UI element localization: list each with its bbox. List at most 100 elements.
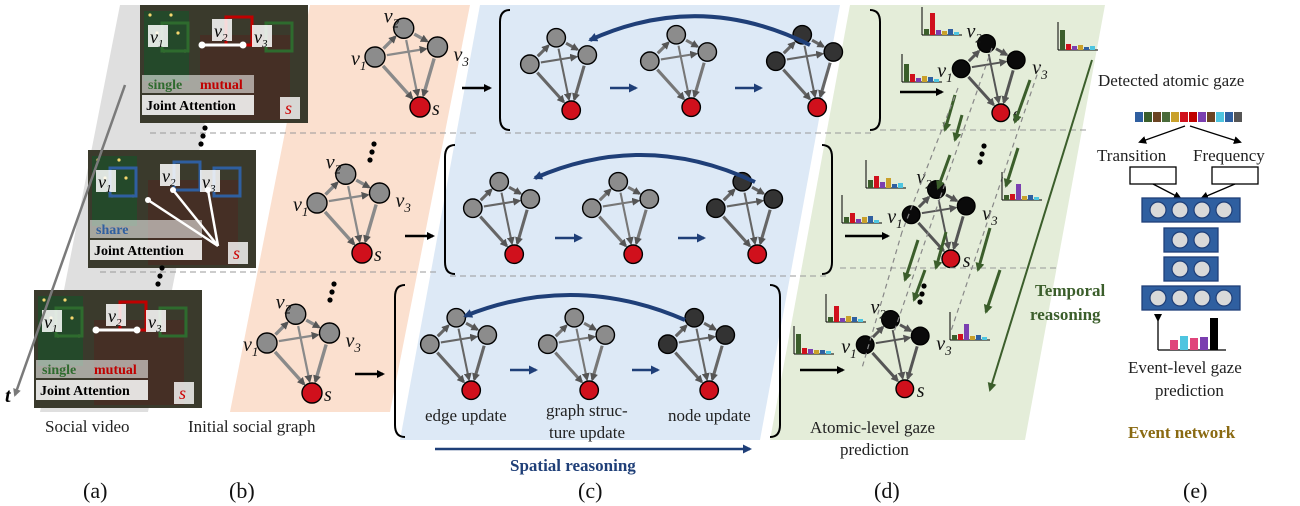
graph-edge — [540, 53, 579, 64]
gaze-histogram — [901, 54, 942, 83]
panel-d-caption-2: prediction — [840, 440, 909, 459]
social-graph — [705, 171, 784, 265]
graph-edge — [386, 45, 428, 57]
graph-edge — [421, 58, 436, 98]
gaze-tag: share — [96, 223, 128, 238]
special-node — [807, 97, 828, 118]
graph-edge — [722, 215, 752, 248]
person-node — [426, 36, 449, 58]
graph-edge — [554, 324, 568, 338]
event-tag: Joint Attention — [146, 99, 236, 114]
special-node-label: s — [179, 383, 186, 403]
graph-edge — [465, 321, 480, 331]
graph-edge — [951, 215, 965, 251]
graph-edge — [703, 321, 718, 331]
neuron — [1193, 289, 1211, 307]
graph-edge — [479, 215, 509, 248]
graph-edge — [598, 215, 628, 248]
graph-edge — [674, 324, 688, 338]
special-node — [681, 97, 702, 118]
spatial-reasoning-title: Spatial reasoning — [510, 456, 636, 475]
graph-edge — [937, 199, 952, 251]
graph-edge — [554, 351, 584, 384]
graph-edge — [921, 204, 958, 215]
person-node — [564, 307, 585, 328]
social-graph — [537, 307, 616, 401]
graph-edge — [500, 192, 515, 246]
person-node — [956, 196, 976, 216]
ellipsis-d2 — [917, 283, 927, 305]
graph-edge — [786, 50, 825, 61]
graph-edge — [436, 351, 466, 384]
special-node — [747, 244, 768, 265]
graph-edge — [355, 178, 371, 189]
graph-edge — [751, 185, 766, 195]
special-node-label: s — [963, 250, 971, 272]
special-node — [351, 242, 373, 264]
panel-d-caption-1: Atomic-level gaze — [810, 418, 935, 437]
person-node — [1006, 50, 1026, 70]
person-node — [881, 310, 901, 330]
graph-edge — [710, 345, 724, 382]
person-node — [256, 332, 278, 354]
graph-edge — [483, 197, 522, 208]
gaze-histogram — [949, 312, 990, 341]
spatial-block-2 — [444, 144, 833, 275]
step-node-update: node update — [668, 406, 751, 425]
graph-edge — [674, 351, 704, 384]
panel-letter-a: (a) — [83, 478, 107, 503]
atomic-gaze-cell — [1216, 112, 1224, 122]
gaze-histogram — [1001, 172, 1042, 201]
gaze-tag: single — [148, 78, 182, 93]
neuron — [1171, 231, 1189, 249]
graph-edge — [572, 65, 586, 102]
graph-edge — [899, 323, 913, 333]
network-layer — [1141, 197, 1241, 223]
special-node — [504, 244, 525, 265]
person-node — [419, 334, 440, 355]
graph-edge — [413, 32, 429, 43]
step-graph-structure-update-1: graph struc- — [546, 401, 628, 420]
neuron — [1193, 260, 1211, 278]
temporal-reasoning-arrow — [987, 59, 1093, 392]
person-node — [697, 42, 718, 62]
special-node-label: s — [233, 243, 240, 263]
atomic-gaze-cell — [1171, 112, 1179, 122]
neuron — [1215, 201, 1233, 219]
graph-edge — [811, 38, 826, 48]
atomic-gaze-cell — [1207, 112, 1215, 122]
temporal-down-arrows — [902, 79, 1032, 314]
special-node — [461, 380, 482, 401]
panel-letter-b: (b) — [229, 478, 255, 503]
graph-edge — [457, 328, 472, 382]
gaze-histogram — [793, 326, 834, 355]
graph-edge — [634, 209, 648, 246]
graph-edge — [743, 192, 758, 246]
person-node — [546, 27, 567, 48]
graph-edge — [274, 321, 289, 336]
person-node — [537, 334, 558, 355]
special-node — [941, 249, 961, 269]
panel-letter-c: (c) — [578, 478, 602, 503]
graph-edge — [758, 209, 772, 246]
person-node — [577, 45, 598, 65]
person-node — [477, 325, 498, 345]
graph-edge — [508, 185, 523, 195]
person-node — [910, 326, 930, 346]
neuron — [1149, 289, 1167, 307]
graph-edge — [590, 345, 604, 382]
person-node — [765, 51, 786, 72]
graph-edge — [967, 75, 995, 107]
graph-edge — [1001, 69, 1015, 105]
atomic-gaze-cell — [1144, 112, 1152, 122]
special-node-label: s — [432, 98, 440, 120]
social-graph — [639, 24, 718, 118]
spatial-block-3 — [394, 284, 781, 438]
graph-edge — [871, 325, 885, 339]
graph-edge — [875, 334, 912, 345]
atomic-gaze-cell — [1153, 112, 1161, 122]
social-graph — [581, 171, 660, 265]
network-layer — [1163, 227, 1219, 253]
